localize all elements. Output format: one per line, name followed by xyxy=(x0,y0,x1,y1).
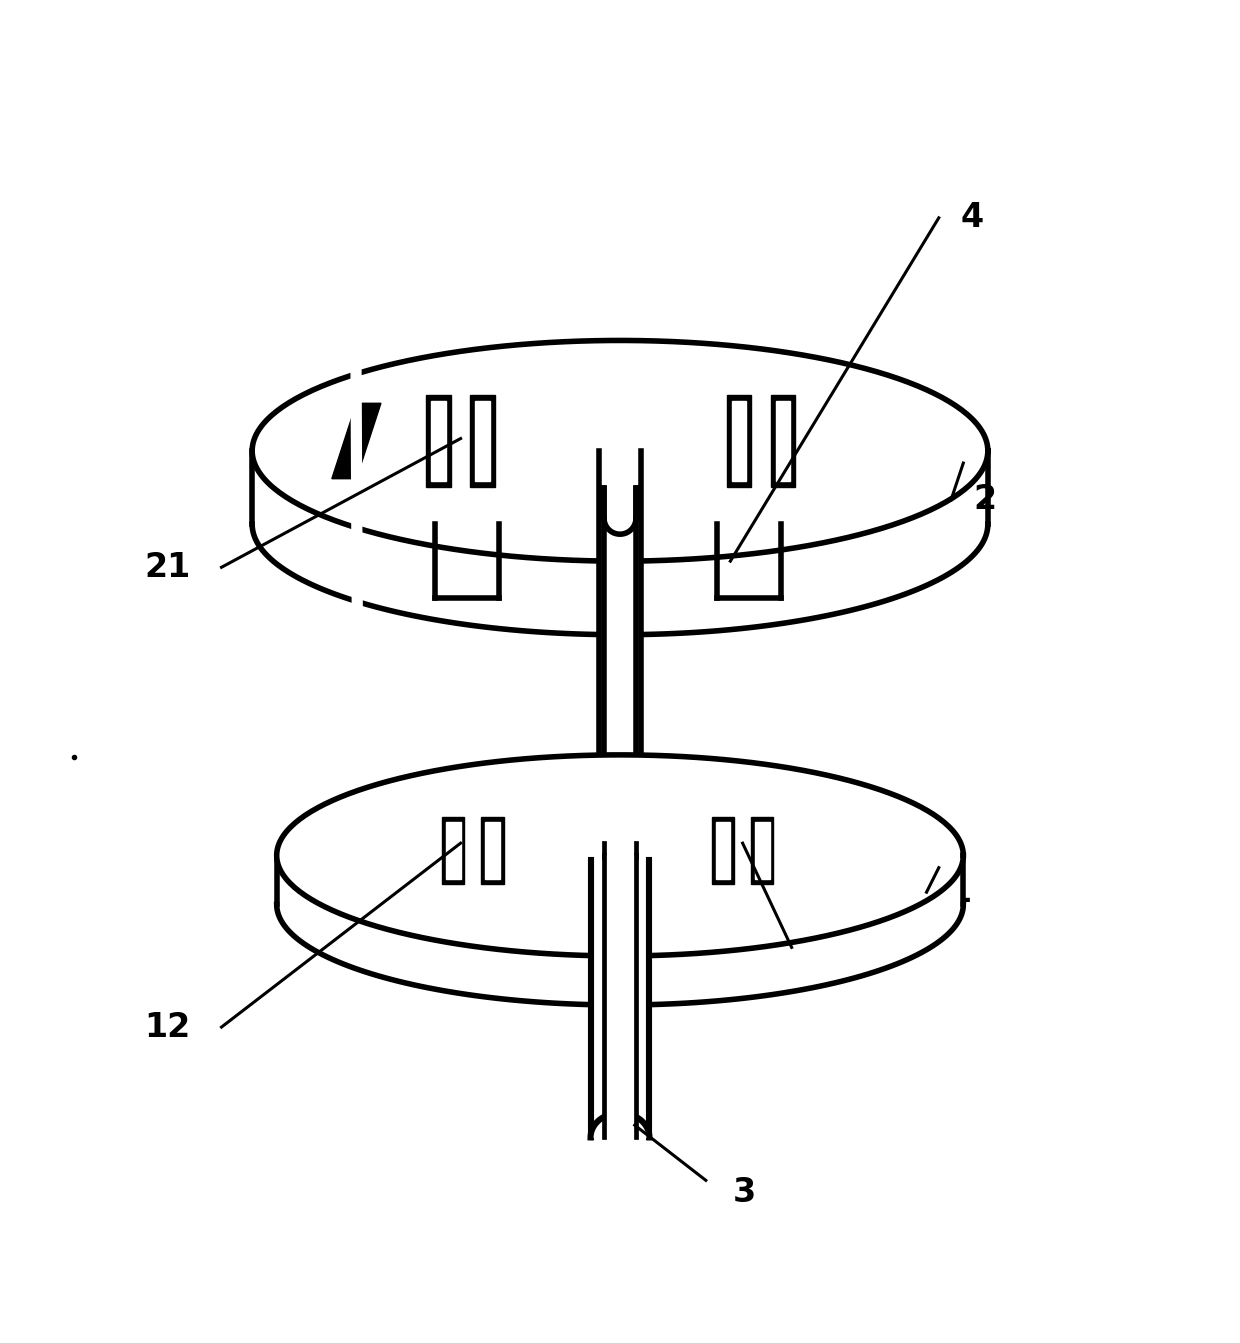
Polygon shape xyxy=(717,524,781,598)
Polygon shape xyxy=(590,861,650,1138)
Polygon shape xyxy=(470,395,495,488)
Polygon shape xyxy=(755,822,770,880)
Polygon shape xyxy=(432,402,446,481)
Polygon shape xyxy=(712,817,734,884)
Polygon shape xyxy=(446,822,460,880)
Polygon shape xyxy=(427,395,451,488)
Polygon shape xyxy=(776,402,790,481)
Polygon shape xyxy=(727,395,751,488)
Polygon shape xyxy=(604,855,636,1138)
Text: 21: 21 xyxy=(145,551,191,584)
Polygon shape xyxy=(485,822,500,880)
Polygon shape xyxy=(443,817,464,884)
Text: 2: 2 xyxy=(973,483,996,516)
Polygon shape xyxy=(715,822,730,880)
Polygon shape xyxy=(340,0,373,1343)
Polygon shape xyxy=(481,817,503,884)
Polygon shape xyxy=(771,395,795,488)
Polygon shape xyxy=(475,402,490,481)
Polygon shape xyxy=(604,488,636,855)
Polygon shape xyxy=(751,817,774,884)
Text: 12: 12 xyxy=(145,1010,191,1044)
Text: 4: 4 xyxy=(961,201,985,234)
Polygon shape xyxy=(252,341,988,561)
Polygon shape xyxy=(599,451,641,904)
Polygon shape xyxy=(332,403,381,478)
Polygon shape xyxy=(277,855,963,1005)
Polygon shape xyxy=(732,402,746,481)
Polygon shape xyxy=(435,524,498,598)
Polygon shape xyxy=(252,451,988,635)
Text: 11: 11 xyxy=(810,931,857,964)
Text: 1: 1 xyxy=(949,876,972,909)
Polygon shape xyxy=(590,1113,650,1138)
Polygon shape xyxy=(277,755,963,956)
Text: 3: 3 xyxy=(733,1176,756,1209)
